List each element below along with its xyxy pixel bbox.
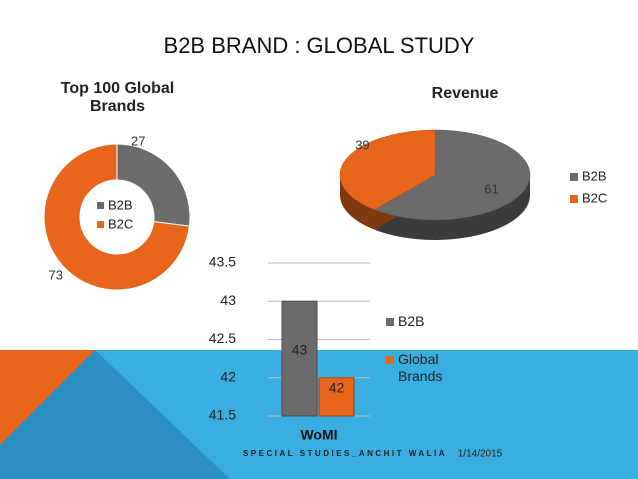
legend-swatch xyxy=(570,173,578,181)
data-label: 43 xyxy=(292,341,308,357)
footer-text: SPECIAL STUDIES_ANCHIT WALIA xyxy=(243,449,447,458)
pie-slice xyxy=(373,129,531,221)
data-label: 73 xyxy=(49,267,63,282)
legend-swatch xyxy=(386,318,394,326)
y-tick-label: 41.5 xyxy=(209,407,236,423)
legend-swatch xyxy=(570,195,578,203)
legend-label: Global Brands xyxy=(398,351,443,384)
doughnut-slice xyxy=(43,143,190,291)
legend-swatch xyxy=(386,356,394,364)
legend-label: B2C xyxy=(108,216,133,231)
legend-label: B2B xyxy=(108,197,133,212)
x-tick-label: WoMI xyxy=(300,427,337,443)
bar xyxy=(318,377,355,417)
footer-triangle xyxy=(0,350,95,445)
data-label: 42 xyxy=(329,380,345,396)
y-tick-label: 42 xyxy=(220,368,236,384)
y-tick-label: 43 xyxy=(220,292,236,308)
legend-label: B2B xyxy=(398,313,425,329)
legend-swatch xyxy=(97,221,104,228)
data-label: 61 xyxy=(484,182,498,197)
y-tick-label: 43.5 xyxy=(209,254,236,270)
doughnut-slice xyxy=(116,143,191,227)
footer-date: 1/14/2015 xyxy=(458,449,503,460)
chart-title: Top 100 Global Brands xyxy=(60,80,175,115)
legend-swatch xyxy=(97,202,104,209)
chart-title: Revenue xyxy=(431,85,499,102)
pie-slice xyxy=(339,129,436,210)
bar xyxy=(281,300,318,417)
y-tick-label: 42.5 xyxy=(209,330,236,346)
data-label: 39 xyxy=(355,137,369,152)
data-label: 27 xyxy=(131,134,145,149)
slide-title: B2B BRAND : GLOBAL STUDY xyxy=(164,33,475,58)
legend-label: B2B xyxy=(582,168,607,183)
legend-label: B2C xyxy=(582,190,607,205)
